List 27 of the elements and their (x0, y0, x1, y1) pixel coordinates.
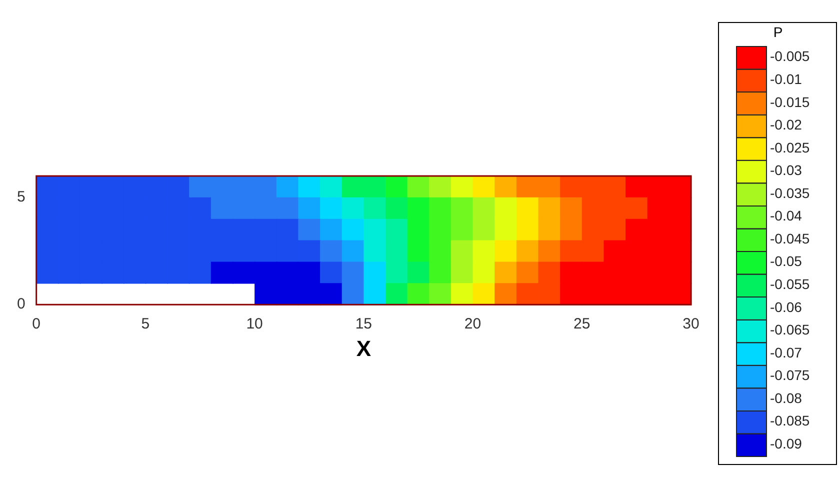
x-tick-label: 0 (32, 316, 41, 333)
x-tick-label: 25 (574, 316, 590, 333)
x-tick-label: 15 (355, 316, 372, 333)
x-tick-label: 20 (464, 316, 482, 333)
color-bar-label: -0.075 (770, 367, 810, 384)
color-bar-label: -0.08 (770, 390, 802, 406)
color-bar-label: -0.09 (770, 435, 802, 452)
color-bar-label: -0.06 (770, 298, 802, 315)
x-axis-title: X (356, 336, 372, 361)
x-tick-label: 30 (682, 316, 700, 333)
color-bar-label: -0.015 (770, 94, 810, 110)
color-bar-label: -0.04 (770, 208, 802, 224)
color-bar-label: -0.02 (770, 116, 802, 133)
color-bar-label: -0.03 (770, 162, 802, 178)
color-bar-label: -0.055 (770, 276, 810, 292)
color-bar-label: -0.005 (770, 48, 810, 64)
x-tick-label: 10 (246, 316, 263, 333)
color-bar-label: -0.05 (770, 253, 802, 270)
color-bar-label: -0.025 (770, 139, 810, 156)
color-bar-label: -0.01 (770, 71, 802, 88)
color-bar-label: -0.065 (770, 322, 810, 338)
color-bar-label: -0.085 (770, 412, 810, 429)
color-bar-title: P (773, 24, 783, 40)
color-bar-label: -0.035 (770, 184, 810, 201)
color-bar-label: -0.07 (770, 344, 802, 360)
color-bar-label: -0.045 (770, 230, 810, 246)
x-tick-label: 5 (141, 316, 150, 333)
